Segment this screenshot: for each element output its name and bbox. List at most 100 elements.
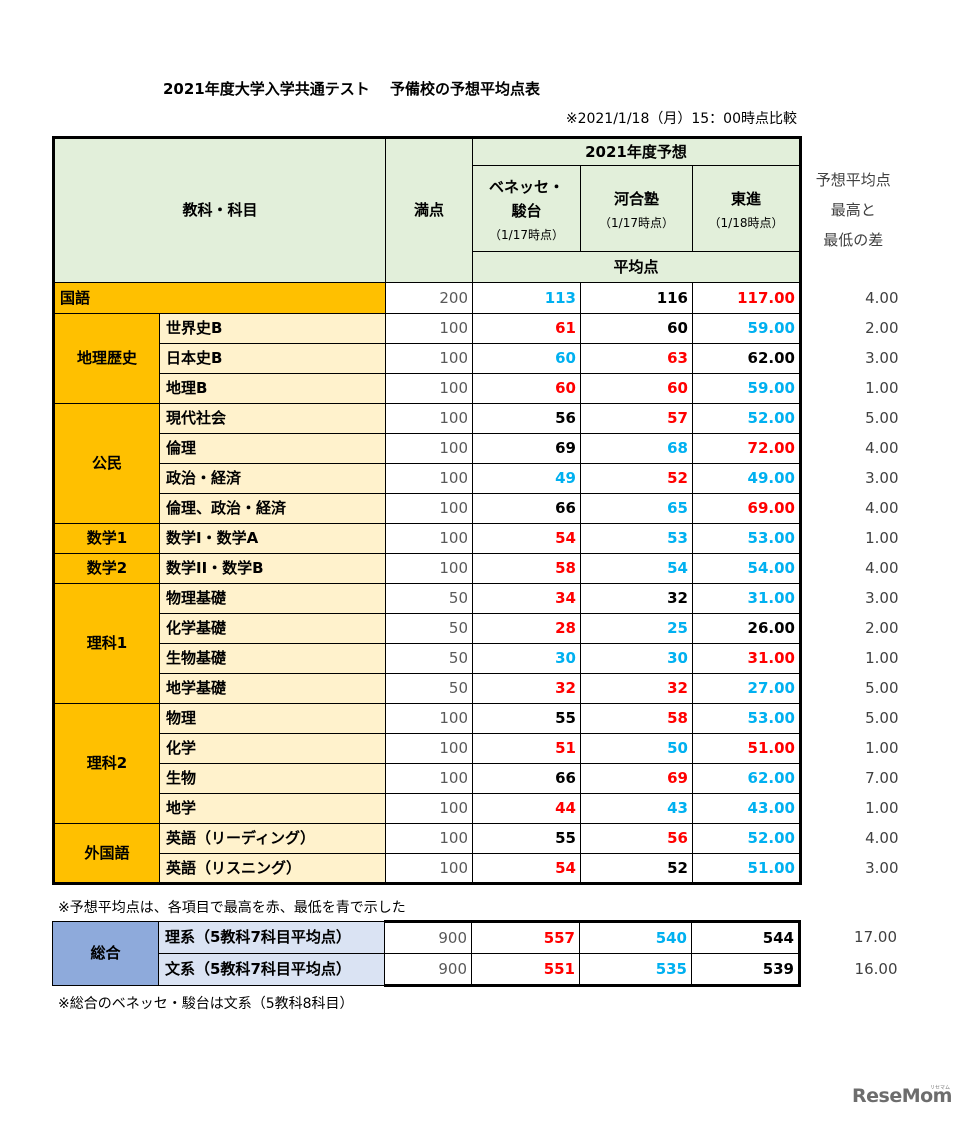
score-kawai: 52: [580, 463, 693, 494]
score-kawai: 52: [580, 853, 693, 885]
max-score-cell: 100: [385, 853, 473, 885]
table-row: 公民 現代社会 100 56 57 52.00 5.00: [52, 403, 905, 524]
school-date: （1/17時点）: [489, 227, 564, 242]
score-benesse: 34: [472, 583, 581, 614]
table-row: 日本史B 100 60 63 62.00 3.00: [54, 343, 905, 374]
total-subject-cell: 理系（5教科7科目平均点）: [158, 921, 385, 954]
page-title: 2021年度大学入学共通テスト 予備校の予想平均点表: [163, 80, 540, 98]
score-toshin: 27.00: [692, 673, 802, 704]
subject-cell: 日本史B: [159, 343, 386, 374]
max-score-cell: 100: [385, 733, 473, 764]
score-kawai: 65: [580, 493, 693, 524]
school-date: （1/17時点）: [599, 216, 674, 231]
table-row: 外国語 英語（リーディング） 100 55 56 52.00 4.00: [52, 823, 905, 885]
score-benesse: 51: [472, 733, 581, 764]
diff-cell: 4.00: [800, 282, 905, 314]
score-kawai: 57: [580, 403, 693, 434]
avg-score-header: 平均点: [472, 251, 802, 283]
diff-cell: 1.00: [800, 373, 905, 404]
subject-cell: 生物基礎: [159, 643, 386, 674]
diff-cell: 7.00: [800, 763, 905, 794]
diff-cell: 3.00: [800, 463, 905, 494]
diff-header-line1: 予想平均点: [815, 171, 891, 189]
subject-cell: 倫理: [159, 433, 386, 464]
score-benesse: 56: [472, 403, 581, 434]
score-kawai: 58: [580, 703, 693, 734]
score-toshin: 52.00: [692, 823, 802, 854]
score-toshin: 51.00: [692, 853, 802, 885]
diff-cell: 4.00: [800, 553, 905, 584]
max-score-cell: 100: [385, 493, 473, 524]
subject-cell: 数学I・数学A: [159, 523, 386, 554]
diff-cell: 3.00: [800, 853, 905, 884]
diff-cell: 5.00: [800, 703, 905, 734]
category-cell: 理科1: [52, 583, 160, 704]
max-score-cell: 100: [385, 553, 473, 584]
subject-cell: 化学: [159, 733, 386, 764]
color-legend-note: ※予想平均点は、各項目で最高を赤、最低を青で示した: [58, 900, 406, 916]
table-row: 生物 100 66 69 62.00 7.00: [54, 763, 905, 794]
subject-cell: 数学II・数学B: [159, 553, 386, 584]
table-row: 理科1 物理基礎 50 34 32 31.00 3.00: [52, 583, 905, 704]
score-kawai: 68: [580, 433, 693, 464]
score-kawai: 53: [580, 523, 693, 554]
category-cell: 外国語: [52, 823, 160, 885]
category-cell: 理科2: [52, 703, 160, 824]
max-score-cell: 100: [385, 343, 473, 374]
diff-cell: 1.00: [800, 793, 905, 824]
table-row: 数学1 数学I・数学A 100 54 53 53.00 1.00: [52, 523, 905, 554]
total-row: 総合 理系（5教科7科目平均点） 900 557 540 544 17.00: [52, 920, 904, 986]
table-row: 理科2 物理 100 55 58 53.00 5.00: [52, 703, 905, 824]
subject-cell: 物理基礎: [159, 583, 386, 614]
diff-cell: 4.00: [800, 823, 905, 854]
score-kawai: 535: [579, 953, 692, 987]
max-score-cell: 900: [384, 953, 472, 987]
max-score-cell: 100: [385, 433, 473, 464]
school-name-line2: 駿台: [511, 201, 542, 220]
school-header-benesse: ベネッセ・ 駿台 （1/17時点）: [472, 165, 581, 252]
school-name-line1: ベネッセ・: [488, 178, 564, 197]
school-header-toshin: 東進 （1/18時点）: [692, 165, 802, 252]
score-kawai: 25: [580, 613, 693, 644]
table-row: 地学基礎 50 32 32 27.00 5.00: [54, 673, 905, 704]
score-benesse: 32: [472, 673, 581, 704]
diff-cell: 1.00: [800, 643, 905, 674]
score-toshin: 43.00: [692, 793, 802, 824]
score-toshin: 62.00: [692, 343, 802, 374]
score-kawai: 116: [580, 282, 693, 314]
total-row: 文系（5教科7科目平均点） 900 551 535 539 16.00: [53, 953, 904, 987]
total-category-cell: 総合: [52, 921, 159, 986]
school-name-line1: 東進: [730, 189, 761, 208]
table-row: 化学 100 51 50 51.00 1.00: [54, 733, 905, 764]
table-row: 倫理 100 69 68 72.00 4.00: [54, 433, 905, 464]
score-toshin: 69.00: [692, 493, 802, 524]
diff-cell: 5.00: [800, 673, 905, 704]
score-toshin: 31.00: [692, 643, 802, 674]
score-benesse: 69: [472, 433, 581, 464]
diff-cell: 3.00: [800, 583, 905, 614]
table-row: 生物基礎 50 30 30 31.00 1.00: [54, 643, 905, 674]
table-row: 政治・経済 100 49 52 49.00 3.00: [54, 463, 905, 494]
score-toshin: 59.00: [692, 373, 802, 404]
score-toshin: 62.00: [692, 763, 802, 794]
score-kawai: 32: [580, 673, 693, 704]
score-kawai: 60: [580, 373, 693, 404]
score-benesse: 61: [472, 313, 581, 344]
score-kawai: 32: [580, 583, 693, 614]
table-row: 地理B 100 60 60 59.00 1.00: [54, 373, 905, 404]
diff-cell: 4.00: [800, 433, 905, 464]
score-benesse: 55: [472, 823, 581, 854]
max-score-cell: 200: [385, 282, 473, 314]
category-cell: 公民: [52, 403, 160, 524]
total-note: ※総合のベネッセ・駿台は文系（5教科8科目）: [58, 996, 354, 1012]
max-score-header: 満点: [385, 136, 473, 283]
score-toshin: 72.00: [692, 433, 802, 464]
table-row: 国語 200 113 116 117.00 4.00: [52, 282, 905, 314]
table-row: 数学2 数学II・数学B 100 58 54 54.00 4.00: [52, 553, 905, 584]
score-benesse: 58: [472, 553, 581, 584]
subject-cell: 地学: [159, 793, 386, 824]
score-toshin: 539: [691, 953, 801, 987]
score-toshin: 117.00: [692, 282, 802, 314]
score-toshin: 53.00: [692, 523, 802, 554]
diff-cell: 1.00: [800, 733, 905, 764]
